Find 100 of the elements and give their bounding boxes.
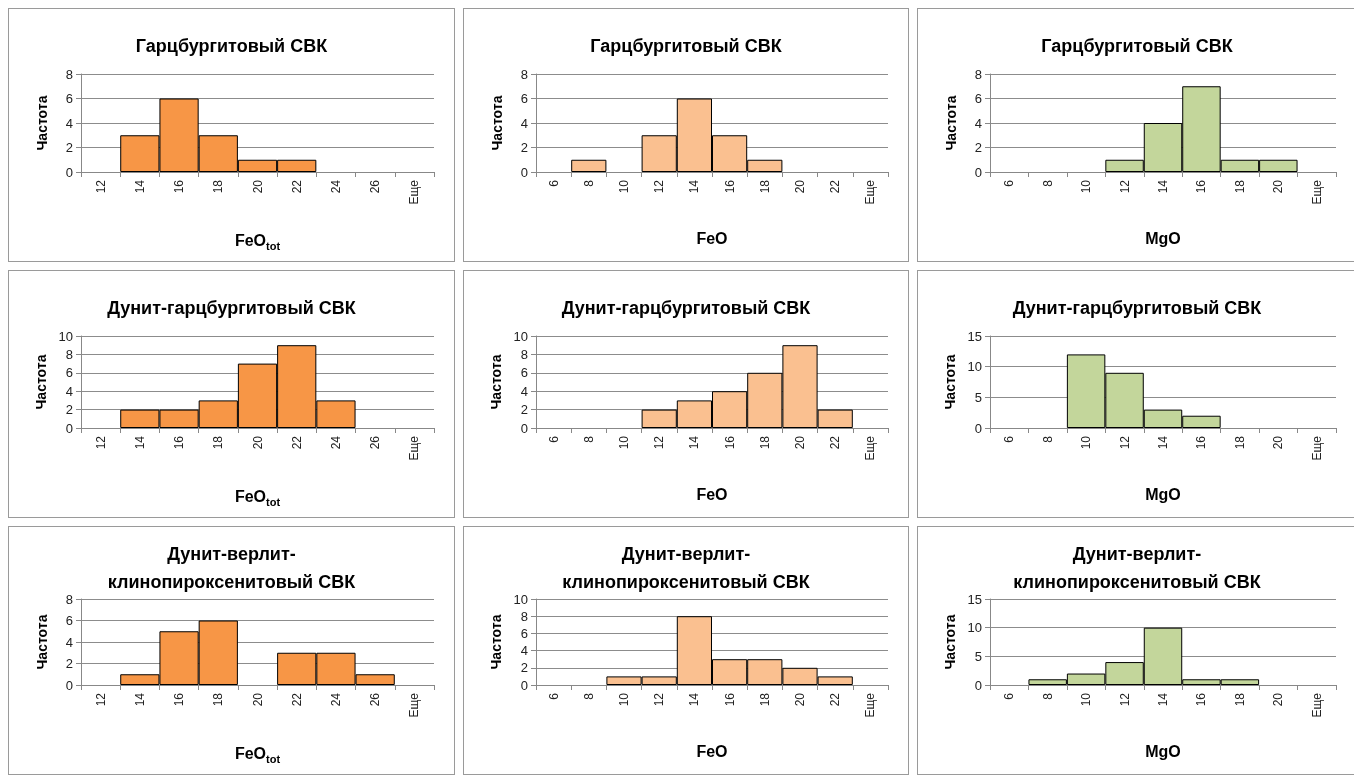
chart-title: Дунит-верлит-клинопироксенитовый СВК bbox=[562, 544, 811, 592]
x-tick-label: 24 bbox=[328, 179, 343, 194]
y-tick-label: 0 bbox=[974, 420, 982, 436]
y-tick-label: 10 bbox=[967, 359, 982, 375]
x-tick-label: 10 bbox=[617, 179, 631, 194]
x-tick-label: 12 bbox=[652, 179, 667, 194]
y-tick-label: 5 bbox=[974, 389, 982, 405]
x-tick-label: 22 bbox=[289, 692, 304, 707]
y-axis-title: Частота bbox=[34, 614, 50, 670]
x-tick-label: Еще bbox=[863, 435, 878, 461]
y-tick-label: 4 bbox=[65, 383, 73, 399]
y-tick-label: 4 bbox=[974, 115, 982, 131]
y-axis-title: Частота bbox=[34, 95, 50, 151]
y-tick-label: 6 bbox=[520, 625, 528, 641]
x-axis-title: MgO bbox=[1145, 229, 1181, 247]
x-tick-label: 26 bbox=[368, 692, 383, 707]
bar bbox=[571, 159, 607, 172]
x-axis-title: MgO bbox=[1145, 485, 1181, 503]
x-tick-label: 14 bbox=[687, 179, 702, 194]
x-tick-label: 20 bbox=[1271, 692, 1286, 707]
x-tick-label: 6 bbox=[546, 692, 561, 700]
x-tick-label: 12 bbox=[652, 435, 667, 450]
x-tick-label: 18 bbox=[211, 179, 226, 194]
x-tick-label: 16 bbox=[1194, 179, 1209, 194]
y-tick-label: 0 bbox=[974, 164, 982, 180]
x-tick-label: 20 bbox=[250, 179, 265, 194]
x-tick-label: 18 bbox=[1232, 435, 1247, 450]
x-tick-label: 14 bbox=[687, 692, 702, 707]
x-tick-label: 24 bbox=[328, 435, 343, 450]
x-axis-title: FeO bbox=[696, 229, 728, 247]
x-tick-label: Еще bbox=[407, 692, 422, 718]
y-tick-label: 6 bbox=[65, 365, 73, 381]
x-tick-label: 12 bbox=[1117, 435, 1132, 450]
x-tick-label: Еще bbox=[407, 435, 422, 461]
x-tick-label: 16 bbox=[722, 692, 737, 707]
y-tick-label: 2 bbox=[974, 140, 982, 155]
y-tick-label: 8 bbox=[520, 346, 528, 362]
y-tick-label: 2 bbox=[520, 140, 528, 155]
x-tick-label: 16 bbox=[722, 179, 737, 194]
x-tick-label: 26 bbox=[368, 179, 383, 194]
x-tick-label: 18 bbox=[757, 179, 772, 194]
x-tick-label: 20 bbox=[793, 435, 807, 450]
x-tick-label: 18 bbox=[1232, 179, 1247, 194]
x-axis-title: FeO bbox=[696, 742, 728, 760]
x-tick-label: Еще bbox=[1309, 692, 1324, 718]
x-tick-label: 24 bbox=[328, 692, 343, 707]
x-tick-label: 16 bbox=[1194, 435, 1209, 450]
chart-title: Дунит-гарцбургитовый СВК bbox=[107, 298, 357, 318]
x-tick-label: 18 bbox=[211, 692, 226, 707]
x-tick-label: 16 bbox=[1194, 692, 1209, 707]
x-tick-label: 12 bbox=[1117, 179, 1132, 194]
y-tick-label: 2 bbox=[65, 656, 73, 671]
chart-title: Гарцбургитовый СВК bbox=[590, 36, 783, 56]
x-tick-label: 20 bbox=[250, 692, 265, 707]
x-tick-label: 8 bbox=[581, 435, 596, 443]
y-tick-label: 2 bbox=[520, 660, 528, 676]
x-tick-label: 10 bbox=[617, 692, 631, 707]
x-tick-label: 6 bbox=[1002, 179, 1017, 187]
x-tick-label: 22 bbox=[289, 179, 304, 194]
y-axis-title: Частота bbox=[943, 95, 959, 151]
x-tick-label: 20 bbox=[1271, 435, 1286, 450]
x-tick-label: 14 bbox=[1156, 435, 1170, 450]
x-tick-label: 8 bbox=[1040, 435, 1055, 443]
y-tick-label: 8 bbox=[974, 66, 982, 82]
y-tick-label: 10 bbox=[58, 328, 73, 344]
x-tick-label: 16 bbox=[722, 435, 737, 450]
y-tick-label: 4 bbox=[520, 383, 528, 399]
x-tick-label: 16 bbox=[172, 435, 187, 450]
x-tick-label: 14 bbox=[132, 179, 147, 194]
x-tick-label: 22 bbox=[828, 692, 843, 707]
x-tick-label: 22 bbox=[289, 435, 304, 450]
x-tick-label: 10 bbox=[1079, 435, 1094, 450]
x-tick-label: 12 bbox=[93, 435, 108, 450]
x-tick-label: 6 bbox=[1002, 692, 1017, 700]
y-tick-label: 8 bbox=[65, 66, 73, 82]
y-tick-label: 6 bbox=[65, 613, 73, 628]
y-tick-label: 6 bbox=[520, 91, 528, 106]
y-tick-label: 4 bbox=[520, 115, 528, 131]
y-tick-label: 10 bbox=[967, 620, 982, 636]
x-tick-label: 22 bbox=[828, 179, 843, 194]
y-tick-label: 8 bbox=[65, 591, 73, 607]
y-tick-label: 15 bbox=[967, 328, 982, 344]
y-tick-label: 8 bbox=[65, 346, 73, 362]
x-tick-label: 12 bbox=[1117, 692, 1132, 707]
y-tick-label: 10 bbox=[513, 328, 528, 344]
y-axis-title: Частота bbox=[32, 354, 49, 410]
x-tick-label: 20 bbox=[1271, 179, 1286, 194]
y-tick-label: 6 bbox=[65, 91, 73, 106]
y-tick-label: 2 bbox=[520, 402, 528, 418]
y-tick-label: 2 bbox=[65, 402, 73, 418]
x-tick-label: 6 bbox=[1002, 435, 1017, 443]
chart-title: Гарцбургитовый СВК bbox=[1041, 36, 1234, 56]
x-tick-label: 8 bbox=[581, 179, 596, 187]
y-tick-label: 0 bbox=[65, 164, 73, 180]
y-tick-label: 6 bbox=[974, 91, 982, 106]
x-tick-label: 8 bbox=[1040, 692, 1055, 700]
x-tick-label: 12 bbox=[93, 179, 108, 194]
x-tick-label: 14 bbox=[132, 435, 147, 450]
x-tick-label: 22 bbox=[828, 435, 843, 450]
x-tick-label: 20 bbox=[793, 179, 807, 194]
